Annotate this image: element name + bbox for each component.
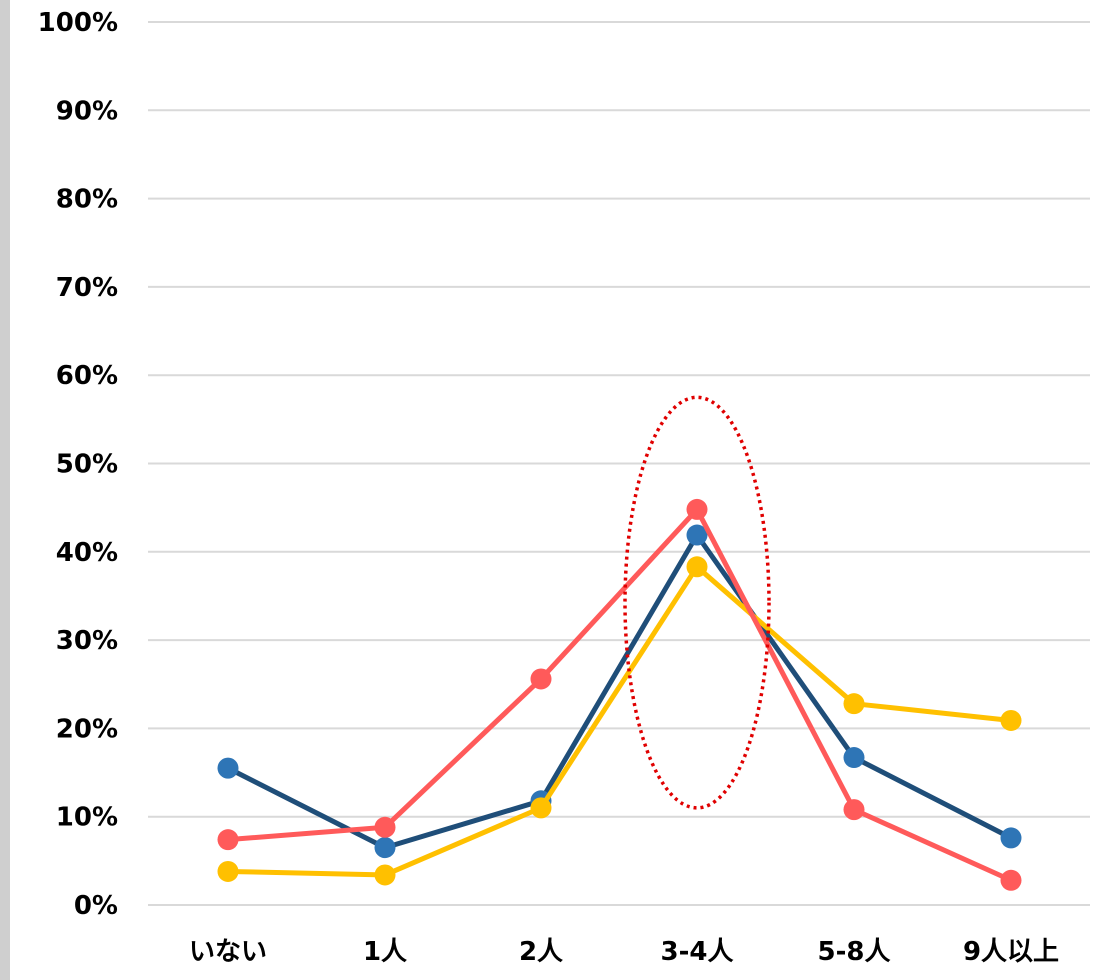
- series-1-point-5: [1000, 709, 1022, 731]
- series-1-point-1: [374, 864, 396, 886]
- series-layer: [217, 498, 1022, 891]
- series-0-point-1: [374, 837, 396, 859]
- series-0-point-4: [843, 747, 865, 769]
- y-tick-label-100: 100%: [38, 8, 118, 38]
- series-2-point-0: [217, 829, 239, 851]
- y-tick-label-0: 0%: [74, 891, 118, 921]
- y-tick-label-20: 20%: [56, 714, 118, 744]
- y-tick-label-30: 30%: [56, 626, 118, 656]
- series-1: [217, 556, 1022, 886]
- series-0-line: [226, 532, 1013, 851]
- x-tick-label-0: いない: [189, 937, 267, 967]
- x-tick-label-4: 5-8人: [818, 937, 891, 967]
- y-tick-label-40: 40%: [56, 538, 118, 568]
- series-1-point-2: [530, 797, 552, 819]
- x-tick-label-2: 2人: [519, 937, 563, 967]
- gridlines: [148, 21, 1090, 906]
- series-1-line: [227, 564, 1012, 878]
- series-0-point-3: [686, 524, 708, 546]
- annotation-layer: [623, 395, 771, 810]
- y-tick-label-10: 10%: [56, 803, 118, 833]
- series-0-point-5: [1000, 827, 1022, 849]
- series-2: [217, 498, 1022, 891]
- series-1-point-0: [217, 860, 239, 882]
- highlight-ellipse: [623, 395, 771, 810]
- series-2-point-3: [686, 498, 708, 520]
- series-1-point-4: [843, 693, 865, 715]
- y-tick-label-60: 60%: [56, 361, 118, 391]
- x-tick-label-3: 3-4人: [661, 937, 734, 967]
- x-axis-ticks: いない 1人 2人 3-4人 5-8人 9人以上: [189, 937, 1059, 967]
- y-tick-label-70: 70%: [56, 273, 118, 303]
- x-tick-label-5: 9人以上: [963, 937, 1059, 967]
- series-2-point-5: [1000, 869, 1022, 891]
- series-2-point-2: [530, 668, 552, 690]
- x-tick-label-1: 1人: [363, 937, 407, 967]
- series-2-point-4: [843, 799, 865, 821]
- series-0-point-0: [217, 757, 239, 779]
- y-tick-label-80: 80%: [56, 185, 118, 215]
- y-axis-ticks: 0% 10% 20% 30% 40% 50% 60% 70% 80% 90% 100%: [38, 8, 118, 921]
- series-0: [217, 524, 1022, 859]
- y-tick-label-90: 90%: [56, 96, 118, 126]
- y-tick-label-50: 50%: [56, 450, 118, 480]
- series-2-point-1: [374, 816, 396, 838]
- series-2-line: [227, 506, 1013, 883]
- series-1-point-3: [686, 556, 708, 578]
- left-border: [0, 0, 10, 980]
